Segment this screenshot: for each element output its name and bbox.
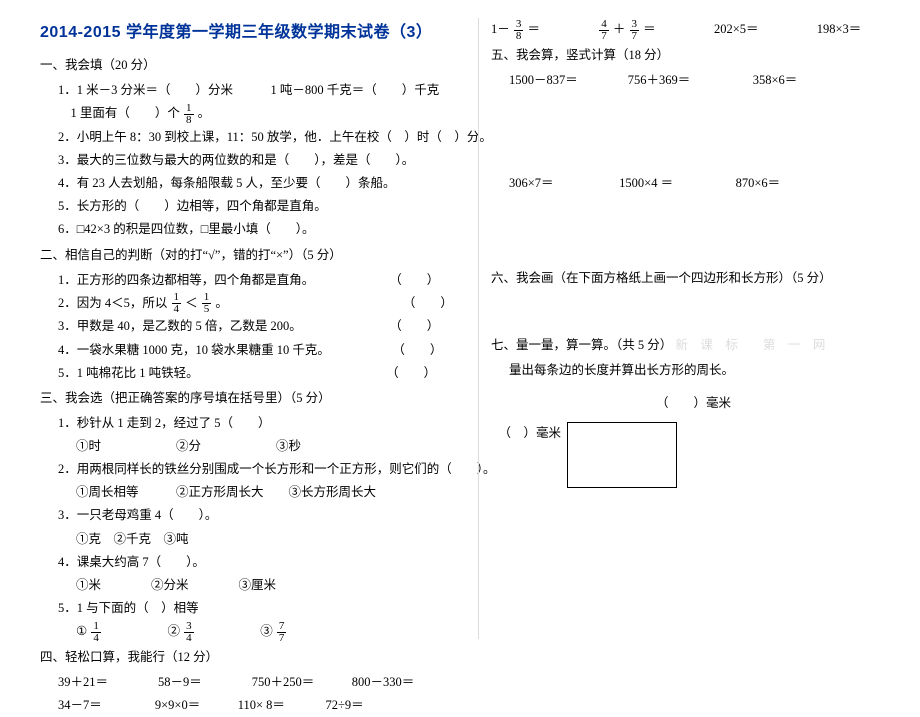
- measure-rectangle: [567, 422, 677, 488]
- q1b-pre: 1 里面有（ ）个: [58, 106, 180, 120]
- q6: 6．□42×3 的积是四位数，□里最小填（ ）。: [40, 218, 470, 241]
- j4: 4．一袋水果糖 1000 克，10 袋水果糖重 10 千克。 （ ）: [40, 339, 470, 362]
- c5: 5．1 与下面的（ ）相等: [40, 597, 470, 620]
- fraction-1-4: 1 4: [172, 292, 182, 315]
- c4: 4．课桌大约高 7（ ）。: [40, 551, 470, 574]
- q2: 2．小明上午 8：30 到校上课，11：50 放学，他．上午在校（ ）时（ ）分…: [40, 126, 470, 149]
- fraction-4-7: 4 7: [599, 19, 609, 42]
- q1-line-b: 1 里面有（ ）个 1 8 。: [40, 102, 470, 126]
- left-column: 2014-2015 学年度第一学期三年级数学期末试卷（3） 一、我会填（20 分…: [40, 18, 478, 639]
- fraction-1-8: 1 8: [184, 103, 194, 126]
- section-5-head: 五、我会算，竖式计算（18 分）: [491, 44, 896, 67]
- exam-title: 2014-2015 学年度第一学期三年级数学期末试卷（3）: [40, 18, 470, 42]
- section-4-head: 四、轻松口算，我能行（12 分）: [40, 646, 470, 669]
- fraction-3-8: 3 8: [514, 19, 524, 42]
- calc-d: 198×3＝: [817, 22, 862, 36]
- q4: 4．有 23 人去划船，每条船限载 5 人，至少要（ ）条船。: [40, 172, 470, 195]
- vert-row-1: 1500－837＝ 756＋369＝ 358×6＝: [491, 69, 896, 92]
- calc-c: 202×5＝: [714, 22, 759, 36]
- vertical-calc-space-2: [491, 195, 896, 265]
- section-6-head: 六、我会画（在下面方格纸上画一个四边形和长方形）（5 分）: [491, 267, 896, 290]
- j2-pre: 2．因为 4＜5，所以: [58, 296, 167, 310]
- c1: 1．秒针从 1 走到 2，经过了 5（ ）: [40, 412, 470, 435]
- c3-options: ①克 ②千克 ③吨: [40, 528, 470, 551]
- c5-opt-b: ②: [105, 624, 180, 638]
- c3: 3．一只老母鸡重 4（ ）。: [40, 504, 470, 527]
- mm-left-label: （ ）毫米: [491, 422, 561, 445]
- fraction-3-7: 3 7: [630, 19, 640, 42]
- j1: 1．正方形的四条边都相等，四个角都是直角。 （ ）: [40, 269, 470, 292]
- s7-sub: 量出每条边的长度并算出长方形的周长。: [491, 359, 896, 382]
- c4-options: ①米 ②分米 ③厘米: [40, 574, 470, 597]
- fraction-3-4: 3 4: [184, 621, 194, 644]
- calc-b-post: ＝: [643, 22, 656, 36]
- j2: 2．因为 4＜5，所以 1 4 ＜ 1 5 。 （ ）: [40, 292, 470, 316]
- j3: 3．甲数是 40，是乙数的 5 倍，乙数是 200。 （ ）: [40, 315, 470, 338]
- section-3-head: 三、我会选（把正确答案的序号填在括号里）（5 分）: [40, 387, 470, 410]
- c1-options: ①时 ②分 ③秒: [40, 435, 470, 458]
- j2-mid: ＜: [185, 296, 198, 310]
- mm-top-label: （ ）毫米: [491, 392, 896, 415]
- grid-draw-space: [491, 292, 896, 332]
- vert-row-2: 306×7＝ 1500×4 ＝ 870×6＝: [491, 172, 896, 195]
- fraction-1-5: 1 5: [202, 292, 212, 315]
- section-1-head: 一、我会填（20 分）: [40, 54, 470, 77]
- j2-post: 。 （ ）: [215, 296, 453, 310]
- q5: 5．长方形的（ ）边相等，四个角都是直角。: [40, 195, 470, 218]
- right-column: 1－ 3 8 ＝ 4 7 ＋ 3 7 ＝ 202×5＝ 198×3＝ 五、我会算…: [478, 18, 896, 639]
- watermark-text: 新 课 标 第 一 网: [675, 338, 825, 352]
- calc-b-mid: ＋: [613, 22, 626, 36]
- j5: 5．1 吨棉花比 1 吨铁轻。 （ ）: [40, 362, 470, 385]
- top-calc-row: 1－ 3 8 ＝ 4 7 ＋ 3 7 ＝ 202×5＝ 198×3＝: [491, 18, 896, 42]
- mental-row-1: 39＋21＝ 58－9＝ 750＋250＝ 800－330＝: [40, 671, 470, 694]
- fraction-1-4b: 1 4: [91, 621, 101, 644]
- section-7-head: 七、量一量，算一算。（共 5 分） 新 课 标 第 一 网: [491, 334, 896, 357]
- mental-row-2: 34－7＝ 9×9×0＝ 110× 8＝ 72÷9＝: [40, 694, 470, 717]
- q1b-post: 。: [198, 106, 211, 120]
- calc-a-post: ＝: [528, 22, 541, 36]
- calc-a-pre: 1－: [491, 22, 510, 36]
- fraction-7-7: 7 7: [277, 621, 287, 644]
- section-2-head: 二、相信自己的判断（对的打“√”，错的打“×”）（5 分）: [40, 244, 470, 267]
- c2: 2．用两根同样长的铁丝分别围成一个长方形和一个正方形，则它们的（ ）。: [40, 458, 470, 481]
- s7-head-text: 七、量一量，算一算。（共 5 分）: [491, 338, 672, 352]
- c5-opt-c: ③: [198, 624, 273, 638]
- vertical-calc-space-1: [491, 92, 896, 172]
- c2-options: ①周长相等 ②正方形周长大 ③长方形周长大: [40, 481, 470, 504]
- c5-options: ① 1 4 ② 3 4 ③ 7 7: [40, 620, 470, 644]
- c5-opt-a: ①: [76, 624, 87, 638]
- measure-row: （ ）毫米: [491, 422, 896, 488]
- q1-line-a: 1．1 米－3 分米＝（ ）分米 1 吨－800 千克＝（ ）千克: [40, 79, 470, 102]
- q3: 3．最大的三位数与最大的两位数的和是（ ），差是（ ）。: [40, 149, 470, 172]
